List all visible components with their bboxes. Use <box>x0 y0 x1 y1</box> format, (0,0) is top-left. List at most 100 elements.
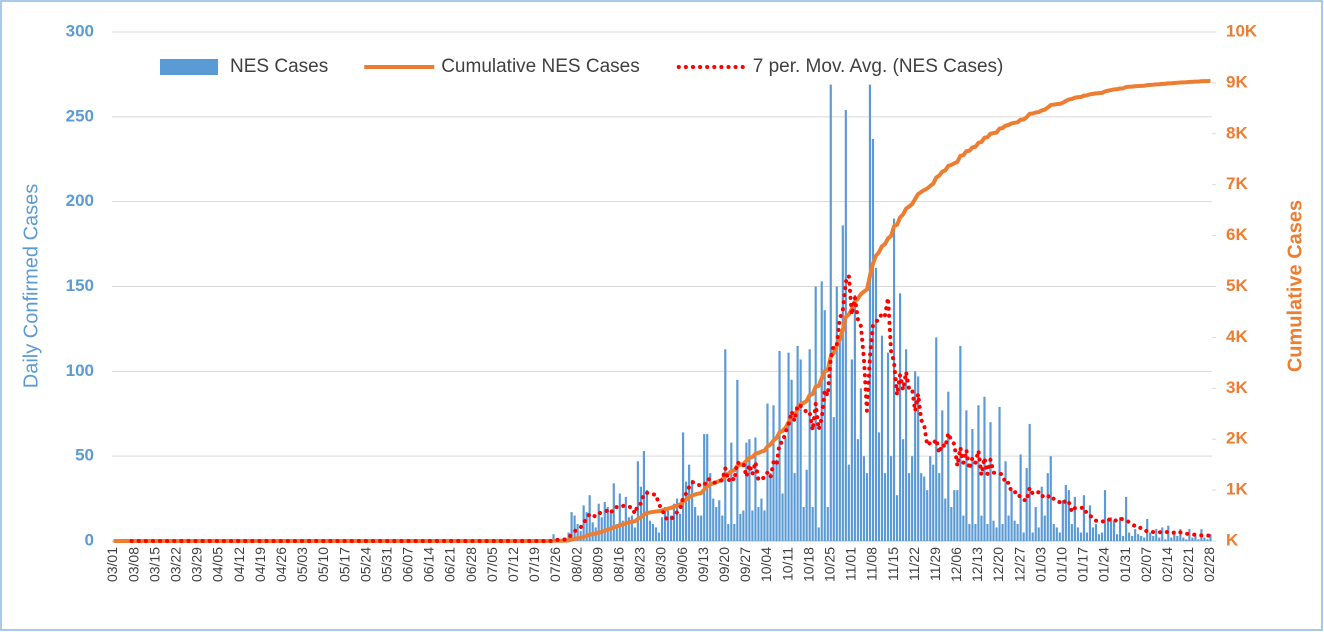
bar <box>1176 535 1179 541</box>
bar <box>757 507 760 541</box>
x-tick-label: 08/30 <box>653 547 669 582</box>
bar <box>1118 517 1122 541</box>
bar <box>769 473 772 541</box>
y-tick-label: 100 <box>66 361 94 380</box>
bar <box>784 437 787 541</box>
x-tick-label: 05/03 <box>294 547 310 582</box>
bar <box>905 349 908 541</box>
x-tick-label: 09/20 <box>716 547 732 582</box>
x-tick-label: 02/21 <box>1180 547 1196 582</box>
bar <box>621 520 624 541</box>
bar <box>576 524 579 541</box>
bar <box>685 481 688 541</box>
legend-swatch <box>160 59 218 75</box>
bar <box>1085 532 1089 541</box>
x-tick-label: 06/07 <box>400 547 416 582</box>
x-tick-label: 03/01 <box>104 547 120 582</box>
bar <box>1112 520 1116 541</box>
bar <box>624 496 627 541</box>
bar <box>763 510 766 541</box>
y2-tick-label: 3K <box>1226 378 1248 397</box>
bar <box>1140 535 1143 541</box>
bar <box>639 486 642 541</box>
bar <box>1073 496 1076 541</box>
bar <box>950 507 953 541</box>
x-tick-label: 06/14 <box>421 547 437 582</box>
y2-tick-label: K <box>1226 530 1239 549</box>
bar <box>790 379 793 541</box>
bar <box>1188 529 1191 541</box>
y2-tick-label: 7K <box>1226 174 1248 193</box>
bar <box>1070 524 1073 541</box>
x-tick-label: 04/05 <box>210 547 226 582</box>
bar <box>718 500 721 541</box>
bar <box>1191 537 1194 541</box>
bar <box>986 524 989 541</box>
x-tick-label: 01/31 <box>1117 547 1133 582</box>
bar <box>883 473 887 541</box>
bar <box>953 490 956 541</box>
bar <box>615 524 618 541</box>
y-tick-label: 0 <box>85 530 94 549</box>
bar <box>802 507 805 541</box>
bar <box>1028 423 1031 541</box>
bar <box>1031 532 1034 541</box>
bar <box>736 379 739 541</box>
bar <box>917 376 920 541</box>
x-tick-label: 05/10 <box>315 547 331 582</box>
bar <box>1134 529 1137 541</box>
bar <box>947 391 950 541</box>
bar <box>1088 505 1092 541</box>
y-tick-label: 250 <box>66 106 94 125</box>
bar <box>573 515 576 541</box>
bar <box>838 340 841 541</box>
bar <box>1122 535 1125 541</box>
x-tick-label: 03/08 <box>125 547 141 582</box>
bar <box>742 510 745 541</box>
bar <box>724 349 727 541</box>
bar <box>727 524 730 541</box>
bar <box>748 439 751 541</box>
bar <box>853 294 856 541</box>
bar <box>1152 535 1155 541</box>
bar <box>1203 537 1206 541</box>
x-tick-label: 01/03 <box>1032 547 1048 582</box>
bar <box>630 515 633 541</box>
bar <box>633 527 636 541</box>
y-tick-label: 200 <box>66 191 94 210</box>
bar <box>1016 524 1019 541</box>
bar <box>663 507 667 541</box>
bar <box>923 476 926 541</box>
bar <box>874 267 878 541</box>
bar <box>754 437 757 541</box>
y-tick-label: 300 <box>66 21 94 40</box>
bar <box>715 507 718 541</box>
bar <box>1007 515 1010 541</box>
bar <box>570 512 573 541</box>
y2-tick-label: 9K <box>1226 72 1248 91</box>
bar <box>799 359 802 541</box>
bar <box>597 503 600 541</box>
bar <box>1179 529 1182 541</box>
bar <box>938 473 941 541</box>
x-tick-label: 12/27 <box>1011 547 1027 582</box>
bar <box>1137 534 1140 541</box>
bar <box>606 507 609 541</box>
bar <box>1100 532 1104 541</box>
bar <box>1209 534 1212 541</box>
bar <box>1109 517 1113 541</box>
x-tick-label: 02/07 <box>1138 547 1154 582</box>
x-tick-label: 12/06 <box>948 547 964 582</box>
bar <box>1206 539 1209 541</box>
x-tick-label: 07/12 <box>505 547 521 582</box>
axis-labels: 0 50 100 150 200 250 300 K 1K 2K 3K 4K 5K 6K 7K 8K 9K 10K… <box>66 21 1258 582</box>
bar <box>850 359 853 541</box>
bar <box>811 507 814 541</box>
x-tick-label: 08/16 <box>611 547 627 582</box>
bar <box>1106 518 1110 541</box>
bar <box>1082 495 1086 541</box>
bar <box>914 371 917 541</box>
bar <box>1013 520 1016 541</box>
x-tick-label: 08/02 <box>568 547 584 582</box>
bar <box>1052 524 1055 541</box>
